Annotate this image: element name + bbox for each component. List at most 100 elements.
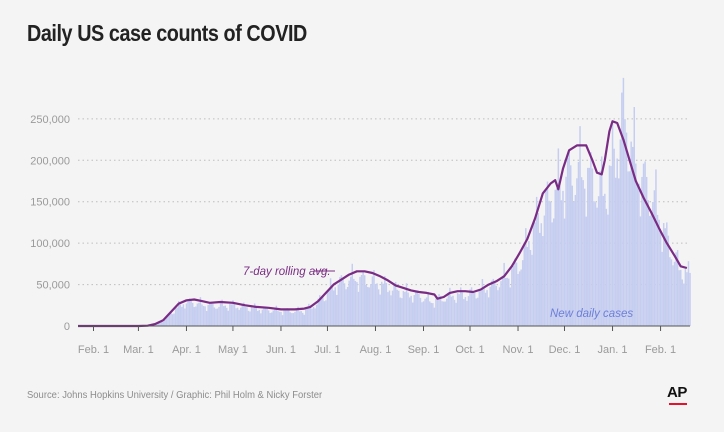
daily-case-bar [346,286,349,326]
daily-case-bar [649,215,651,326]
daily-case-bar [162,321,164,326]
daily-case-bar [301,312,304,326]
daily-case-bar [587,167,589,326]
daily-case-bar [506,277,508,326]
ap-logo-accent-bar [669,403,687,405]
daily-case-bar [182,304,185,326]
source-credit: Source: Johns Hopkins University / Graph… [27,389,323,401]
daily-case-bar [444,301,446,326]
daily-case-bar [160,322,163,326]
daily-case-bar [494,281,496,326]
daily-case-bar [442,301,445,326]
daily-case-bar [588,167,591,326]
daily-case-bar [579,126,581,326]
daily-case-bar [215,308,217,326]
daily-case-bar [566,157,569,326]
daily-case-bar [195,306,197,326]
daily-case-bar [432,303,434,326]
daily-case-bar [325,300,327,326]
daily-case-bar [303,314,305,326]
x-tick-label: Nov. 1 [503,344,534,356]
daily-case-bar [680,269,682,326]
daily-case-bar [583,188,586,326]
daily-case-bar [512,266,515,326]
daily-case-bar [528,241,530,326]
daily-case-bar [636,185,639,326]
daily-case-bar [277,310,279,326]
daily-case-bar [517,273,519,326]
x-tick-label: Sep. 1 [408,344,440,356]
daily-case-bar [469,289,471,326]
daily-case-bar [232,300,234,326]
daily-case-bar [518,271,521,326]
daily-case-bar [459,287,462,326]
daily-case-bar [410,295,412,326]
daily-case-bar [362,271,364,326]
daily-case-bar [167,314,169,326]
daily-case-bar [308,303,310,326]
daily-case-bar [684,268,687,326]
daily-case-bar [411,302,414,326]
daily-case-bar [244,307,247,326]
daily-case-bar [453,299,456,326]
daily-case-bar [664,228,666,326]
daily-case-bar [497,290,499,326]
daily-case-bar [645,176,648,326]
daily-case-bar [478,289,481,326]
daily-case-bar [371,276,374,326]
daily-case-bar [238,309,240,326]
daily-case-bar [264,306,267,326]
daily-case-bar [625,132,628,326]
daily-case-bar [585,216,587,326]
daily-case-bar [627,171,629,326]
daily-case-bar [521,260,524,326]
daily-case-bar [348,280,350,326]
daily-case-bar [498,287,501,326]
daily-case-bar [472,292,474,326]
daily-case-bar [475,298,477,326]
daily-case-bar [171,314,174,326]
daily-case-bar [309,305,312,326]
daily-case-bar [418,294,420,326]
daily-case-bar [329,278,332,326]
daily-case-bar [199,297,202,326]
daily-case-bar [187,299,189,326]
daily-case-bar [191,302,194,326]
y-tick-label: 0 [64,321,70,333]
daily-case-bar [157,322,160,326]
daily-case-bar [292,313,295,326]
daily-case-bar [610,166,612,326]
daily-case-bar [687,261,690,326]
daily-case-bar [258,309,261,326]
daily-case-bar [669,257,671,326]
daily-case-bar [605,208,608,326]
daily-case-bar [568,152,570,326]
daily-case-bar [300,311,302,326]
daily-case-bar [181,306,183,326]
daily-case-bar [464,297,467,326]
daily-case-bar [233,303,236,326]
daily-case-bar [672,265,674,326]
daily-case-bar [543,215,546,326]
daily-case-bar [689,272,691,326]
daily-case-bar [331,286,333,326]
daily-case-bar [652,202,654,326]
daily-case-bar [535,196,538,326]
daily-case-bar [298,311,301,326]
daily-case-bar [216,308,219,326]
daily-case-bar [373,270,375,326]
daily-case-bar [193,307,195,326]
daily-case-bar [571,185,574,326]
y-tick-label: 200,000 [30,155,70,167]
daily-case-bar [577,161,580,326]
daily-case-bar [249,311,251,326]
daily-case-bar [257,310,259,326]
daily-case-bar [628,171,631,326]
daily-case-bar [633,107,635,327]
daily-case-bar [270,312,273,326]
y-tick-label: 50,000 [36,280,70,292]
daily-case-bar [396,289,398,326]
daily-case-bar [449,287,451,326]
daily-case-bar [597,196,600,326]
daily-case-bar [208,303,211,326]
